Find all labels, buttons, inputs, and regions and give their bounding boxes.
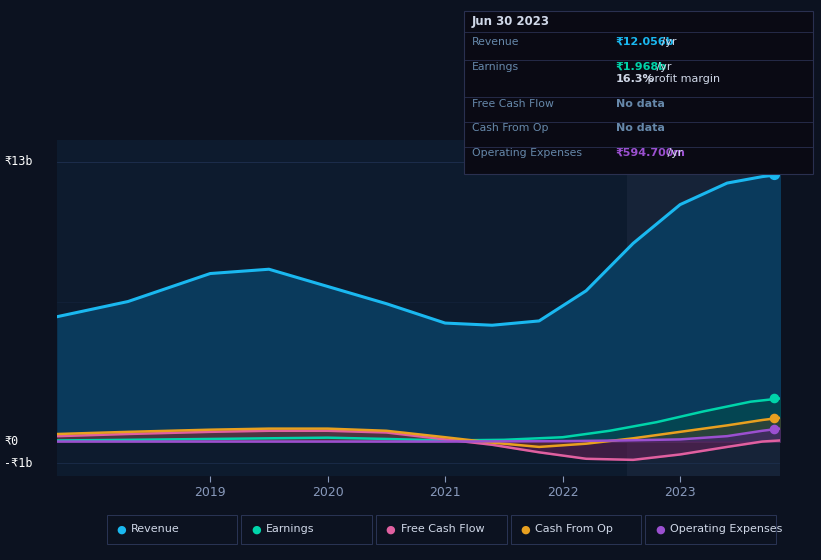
Text: Jun 30 2023: Jun 30 2023 — [472, 15, 550, 28]
Text: No data: No data — [616, 123, 665, 133]
Text: profit margin: profit margin — [644, 74, 721, 84]
Text: ●: ● — [117, 524, 126, 534]
Text: ●: ● — [386, 524, 396, 534]
Text: ₹0: ₹0 — [4, 435, 18, 448]
Text: ₹13b: ₹13b — [4, 155, 33, 168]
Text: ●: ● — [251, 524, 261, 534]
Text: Free Cash Flow: Free Cash Flow — [472, 99, 554, 109]
Text: Cash From Op: Cash From Op — [472, 123, 548, 133]
Point — [768, 394, 781, 403]
Text: -₹1b: -₹1b — [4, 456, 33, 470]
Text: Cash From Op: Cash From Op — [535, 524, 613, 534]
Point — [768, 170, 781, 179]
Text: /yr: /yr — [654, 62, 672, 72]
Text: No data: No data — [616, 99, 665, 109]
Text: 16.3%: 16.3% — [616, 74, 654, 84]
Text: Operating Expenses: Operating Expenses — [670, 524, 782, 534]
Text: ₹12.056b: ₹12.056b — [616, 37, 674, 47]
Point — [768, 413, 781, 422]
Text: Free Cash Flow: Free Cash Flow — [401, 524, 484, 534]
Text: Earnings: Earnings — [266, 524, 314, 534]
Point — [768, 424, 781, 433]
Text: Earnings: Earnings — [472, 62, 519, 72]
Text: ₹594.700m: ₹594.700m — [616, 148, 686, 158]
Text: Revenue: Revenue — [131, 524, 180, 534]
Text: ₹1.968b: ₹1.968b — [616, 62, 667, 72]
Text: ●: ● — [521, 524, 530, 534]
Text: Revenue: Revenue — [472, 37, 520, 47]
Text: /yr: /yr — [664, 148, 682, 158]
Text: ●: ● — [655, 524, 665, 534]
Bar — [627, 140, 821, 476]
Text: Operating Expenses: Operating Expenses — [472, 148, 582, 158]
Text: /yr: /yr — [658, 37, 677, 47]
